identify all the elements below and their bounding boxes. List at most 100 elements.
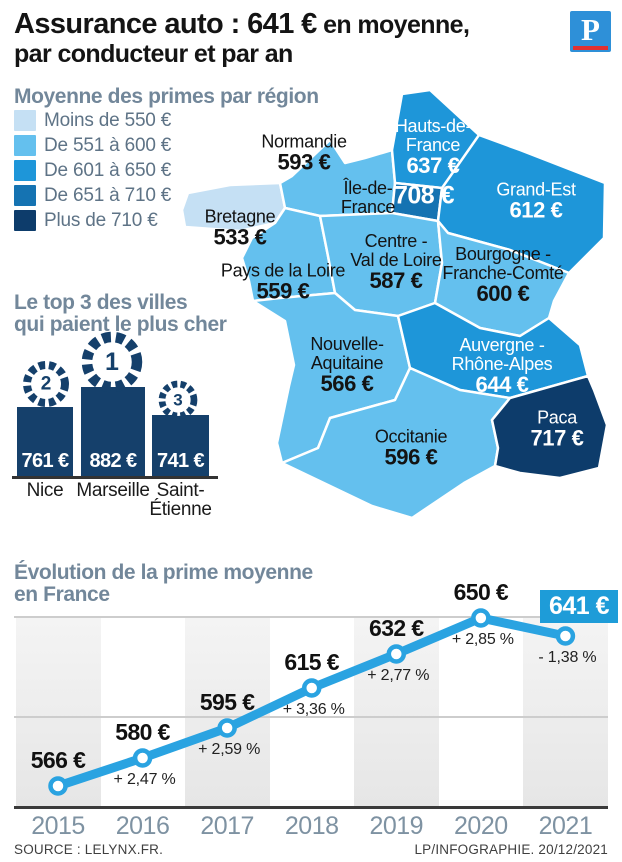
region-name: Val de Loire — [350, 250, 442, 270]
pct-change-label: + 2,59 % — [198, 741, 261, 758]
region-name: Pays de la Loire — [220, 260, 346, 281]
map-label-pays-de-la-loire: Pays de la Loire 559 € — [220, 260, 346, 304]
city-name: Nice — [26, 480, 64, 501]
region-name: Rhône-Alpes — [451, 354, 553, 374]
map-legend: Moins de 550 € De 551 à 600 € De 601 à 650… — [14, 110, 171, 235]
legend-swatch — [14, 210, 36, 231]
legend-label: De 551 à 600 € — [44, 134, 172, 156]
city-name: Saint- Étienne — [149, 480, 212, 520]
title-light: en moyenne, — [316, 11, 470, 39]
podium-value: 761 € — [21, 450, 69, 472]
pct-change-label: - 1,38 % — [538, 649, 597, 666]
infographie-credit: LP/INFOGRAPHIE. 20/12/2021 — [414, 842, 608, 857]
title-line2: par conducteur et par an — [14, 40, 293, 68]
region-name: Paca — [537, 407, 577, 428]
legend-swatch — [14, 110, 36, 131]
legend-swatch — [14, 135, 36, 156]
x-tick-2020: 2020 — [454, 812, 508, 840]
evolution-title: Évolution de la prime moyenne en France — [14, 561, 313, 606]
point-value-label: 595 € — [199, 689, 255, 715]
region-value: 596 € — [384, 444, 438, 470]
pct-change-label: + 2,85 % — [451, 631, 514, 648]
x-tick-2016: 2016 — [115, 812, 170, 840]
region-value: 593 € — [277, 149, 331, 175]
point-value-label: 615 € — [284, 649, 339, 675]
region-value: 566 € — [320, 371, 374, 396]
laurel-wreath-icon: 3 — [158, 380, 198, 420]
region-name: France — [405, 135, 461, 155]
highlighted-value-2021: 641 € — [540, 590, 618, 623]
logo-red-bar — [573, 46, 608, 50]
year-band-2015 — [16, 618, 101, 806]
region-name: Centre - — [364, 231, 428, 251]
point-value-label: 650 € — [453, 579, 509, 605]
pct-change-label: + 3,36 % — [282, 701, 345, 718]
point-value-label: 580 € — [115, 719, 170, 745]
region-name: Franche-Comté — [442, 263, 564, 283]
point-value-label: 566 € — [30, 747, 86, 773]
legend-label: De 651 à 710 € — [44, 184, 172, 206]
podium-bar-marseille: 882 € — [81, 387, 145, 476]
podium-baseline — [12, 476, 218, 479]
rank-number: 3 — [173, 391, 182, 410]
x-tick-2015: 2015 — [31, 812, 85, 840]
source-credit: SOURCE : LELYNX.FR. — [14, 842, 164, 857]
laurel-wreath-icon: 1 — [81, 331, 143, 393]
laurel-wreath-icon: 2 — [23, 361, 69, 407]
map-label-normandie: Normandie 593 € — [261, 131, 347, 175]
legend-item: Plus de 710 € — [14, 210, 171, 231]
podium-bar-nice: 761 € — [17, 407, 73, 476]
top3-title: Le top 3 des villes qui paient le plus c… — [14, 291, 227, 336]
legend-item: De 551 à 600 € — [14, 135, 171, 156]
podium-value: 882 € — [89, 450, 137, 472]
pct-change-label: + 2,77 % — [367, 667, 430, 684]
city-name: Marseille — [76, 480, 150, 501]
podium-bar-saint-étienne: 741 € — [152, 415, 209, 476]
region-value: 533 € — [213, 224, 267, 250]
region-value: 644 € — [475, 372, 529, 397]
region-name: Nouvelle- — [310, 334, 384, 354]
rank-number: 1 — [105, 348, 119, 376]
region-name: Occitanie — [374, 426, 448, 447]
pct-change-label: + 2,47 % — [113, 771, 176, 788]
region-value: 559 € — [256, 278, 310, 304]
region-value: 637 € — [406, 153, 460, 178]
point-value-label: 632 € — [369, 615, 424, 641]
map-label-bretagne: Bretagne 533 € — [204, 206, 276, 250]
map-label-auvergne-rhone-alpes: Auvergne - Rhône-Alpes 644 € — [451, 335, 553, 397]
x-tick-2019: 2019 — [369, 812, 424, 840]
region-name: Normandie — [261, 131, 347, 152]
map-label-bourgogne-franche-comte: Bourgogne - Franche-Comté 600 € — [442, 244, 564, 305]
logo-letter: P — [581, 12, 600, 47]
legend-swatch — [14, 160, 36, 181]
map-label-centre-val-de-loire: Centre - Val de Loire 587 € — [350, 231, 442, 293]
title-strong: Assurance auto : 641 € — [14, 8, 317, 40]
x-tick-2018: 2018 — [284, 812, 339, 840]
region-name: Auvergne - — [459, 335, 545, 355]
france-map — [180, 88, 609, 520]
region-name: Bretagne — [204, 206, 276, 227]
x-tick-2017: 2017 — [200, 812, 254, 840]
podium-value: 741 € — [156, 450, 205, 472]
region-name: Grand-Est — [496, 179, 576, 200]
legend-label: Plus de 710 € — [44, 209, 158, 231]
legend-label: De 601 à 650 € — [44, 159, 172, 181]
le-parisien-logo: P — [570, 11, 611, 52]
region-name: France — [340, 197, 396, 217]
region-name: Île-de- — [343, 178, 393, 198]
region-value-ile-de-france: 708 € — [393, 181, 455, 210]
legend-item: De 651 à 710 € — [14, 185, 171, 206]
legend-swatch — [14, 185, 36, 206]
gridline-top — [14, 616, 608, 618]
region-value: 612 € — [509, 197, 563, 223]
map-label-occitanie: Occitanie 596 € — [374, 426, 448, 470]
rank-number: 2 — [41, 374, 52, 395]
legend-item: De 601 à 650 € — [14, 160, 171, 181]
year-band-2021 — [523, 618, 608, 806]
region-value: 717 € — [530, 425, 584, 451]
x-axis-line — [14, 806, 608, 809]
region-name: Bourgogne - — [455, 244, 551, 264]
region-value: 587 € — [369, 268, 423, 293]
region-name: Aquitaine — [310, 353, 384, 373]
